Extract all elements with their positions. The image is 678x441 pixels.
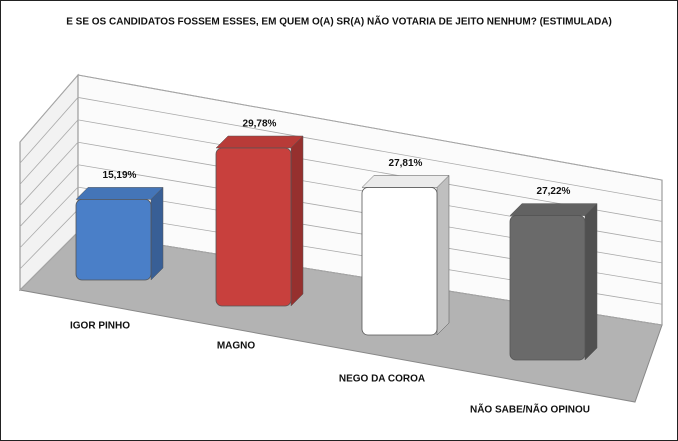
bar-top	[75, 187, 164, 200]
wall-grid-line	[19, 209, 79, 270]
wall-grid-line	[19, 74, 79, 143]
wall-grid-line	[19, 164, 79, 227]
bar	[215, 147, 292, 307]
wall-grid-line	[77, 97, 663, 202]
value-label: 15,19%	[103, 170, 137, 181]
value-label: 27,22%	[537, 186, 571, 197]
bar-top	[361, 175, 450, 188]
bar-top	[215, 135, 304, 149]
x-tick-label: NEGO DA COROA	[339, 374, 425, 385]
x-tick-label: MAGNO	[217, 341, 256, 352]
wall-grid-line	[19, 97, 79, 164]
bar	[509, 215, 586, 361]
bar-side	[436, 174, 450, 336]
x-tick-label: IGOR PINHO	[70, 321, 130, 332]
x-tick-label: NÃO SABE/NÃO OPINOU	[470, 403, 590, 416]
wall-grid-line	[19, 119, 79, 185]
bar	[75, 199, 152, 281]
value-label: 29,78%	[243, 119, 277, 130]
wall-grid-line	[77, 74, 663, 181]
wall-grid-line	[19, 231, 79, 291]
chart-title: E SE OS CANDIDATOS FOSSEM ESSES, EM QUEM…	[66, 15, 612, 28]
bar	[361, 187, 438, 336]
bar-top	[509, 203, 598, 216]
wall-grid-line	[19, 186, 79, 248]
value-label: 27,81%	[389, 158, 423, 169]
wall-grid-line	[19, 142, 79, 206]
bar-side	[584, 202, 598, 361]
bar-side	[150, 186, 164, 281]
bar-side	[290, 135, 304, 307]
